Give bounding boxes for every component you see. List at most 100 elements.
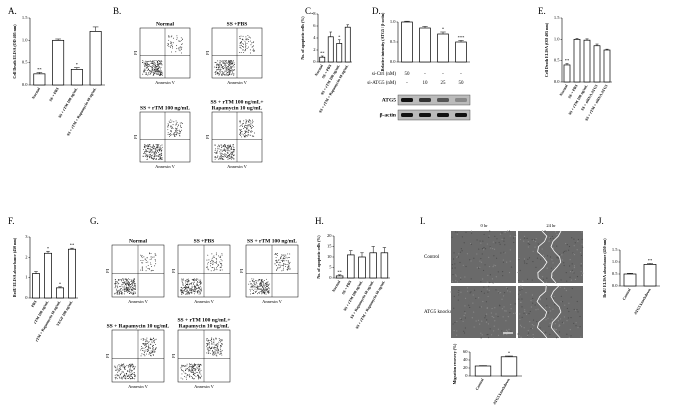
- event-dot: [222, 74, 223, 75]
- y-tick-label: 8: [313, 11, 316, 16]
- cell-texture: [496, 276, 497, 277]
- event-dot: [151, 266, 152, 267]
- cell-texture: [480, 258, 481, 259]
- event-dot: [256, 280, 257, 281]
- blot-band: [455, 113, 467, 117]
- cell-texture: [454, 296, 455, 297]
- event-dot: [147, 67, 148, 68]
- event-dot: [242, 123, 243, 124]
- event-dot: [133, 294, 134, 295]
- event-dot: [175, 51, 176, 52]
- event-dot: [146, 73, 147, 74]
- event-dot: [278, 264, 279, 265]
- event-dot: [134, 278, 135, 279]
- event-dot: [121, 293, 122, 294]
- event-dot: [220, 347, 221, 348]
- event-dot: [265, 289, 266, 290]
- y-axis-label: No. of apoptotic cells (%): [300, 16, 305, 60]
- plot-title: SS +PBS: [194, 238, 215, 244]
- event-dot: [151, 355, 152, 356]
- event-dot: [213, 264, 214, 265]
- event-dot: [120, 291, 121, 292]
- event-dot: [121, 377, 122, 378]
- event-dot: [261, 282, 262, 283]
- event-dot: [153, 145, 154, 146]
- event-dot: [229, 154, 230, 155]
- table-cell: -: [460, 72, 462, 77]
- event-dot: [188, 287, 189, 288]
- cell-texture: [529, 244, 530, 245]
- event-dot: [200, 377, 201, 378]
- event-dot: [119, 376, 120, 377]
- event-dot: [171, 126, 172, 127]
- event-dot: [156, 156, 157, 157]
- cell-texture: [471, 232, 472, 233]
- event-dot: [159, 67, 160, 68]
- event-dot: [157, 70, 158, 71]
- event-dot: [186, 286, 187, 287]
- cell-texture: [551, 268, 552, 269]
- event-dot: [181, 365, 182, 366]
- event-dot: [135, 375, 136, 376]
- event-dot: [284, 264, 285, 265]
- event-dot: [217, 266, 218, 267]
- plot-title: SS + rTM 100 ng/mL: [140, 105, 190, 111]
- event-dot: [220, 267, 221, 268]
- event-dot: [253, 126, 254, 127]
- event-dot: [216, 64, 217, 65]
- y-tick-label: 6: [313, 23, 316, 28]
- event-dot: [144, 345, 145, 346]
- event-dot: [118, 280, 119, 281]
- significance-mark: **: [565, 58, 570, 63]
- event-dot: [231, 148, 232, 149]
- event-dot: [187, 282, 188, 283]
- event-dot: [150, 155, 151, 156]
- event-dot: [201, 376, 202, 377]
- event-dot: [251, 44, 252, 45]
- event-dot: [229, 69, 230, 70]
- cell-texture: [456, 275, 457, 276]
- event-dot: [221, 155, 222, 156]
- event-dot: [243, 36, 244, 37]
- event-dot: [266, 282, 267, 283]
- event-dot: [227, 147, 228, 148]
- cell-texture: [490, 247, 491, 248]
- cell-texture: [540, 299, 541, 300]
- event-dot: [168, 44, 169, 45]
- event-dot: [149, 149, 150, 150]
- cell-texture: [571, 296, 572, 297]
- event-dot: [152, 346, 153, 347]
- event-dot: [221, 149, 222, 150]
- cell-texture: [509, 272, 510, 273]
- event-dot: [173, 124, 174, 125]
- event-dot: [244, 136, 245, 137]
- event-dot: [218, 69, 219, 70]
- event-dot: [243, 128, 244, 129]
- event-dot: [199, 294, 200, 295]
- cell-texture: [533, 325, 534, 326]
- event-dot: [222, 151, 223, 152]
- event-dot: [214, 344, 215, 345]
- event-dot: [265, 287, 266, 288]
- event-dot: [247, 35, 248, 36]
- event-dot: [215, 73, 216, 74]
- event-dot: [221, 265, 222, 266]
- event-dot: [200, 282, 201, 283]
- cell-texture: [536, 321, 537, 322]
- event-dot: [289, 266, 290, 267]
- event-dot: [230, 61, 231, 62]
- event-dot: [284, 260, 285, 261]
- event-dot: [260, 289, 261, 290]
- event-dot: [195, 364, 196, 365]
- cell-texture: [520, 270, 521, 271]
- cell-texture: [457, 256, 458, 257]
- cell-texture: [519, 294, 520, 295]
- event-dot: [171, 131, 172, 132]
- cell-texture: [484, 234, 485, 235]
- cell-texture: [527, 238, 528, 239]
- event-dot: [201, 288, 202, 289]
- cell-texture: [498, 292, 499, 293]
- event-dot: [155, 259, 156, 260]
- cell-texture: [456, 321, 457, 322]
- cell-texture: [478, 297, 479, 298]
